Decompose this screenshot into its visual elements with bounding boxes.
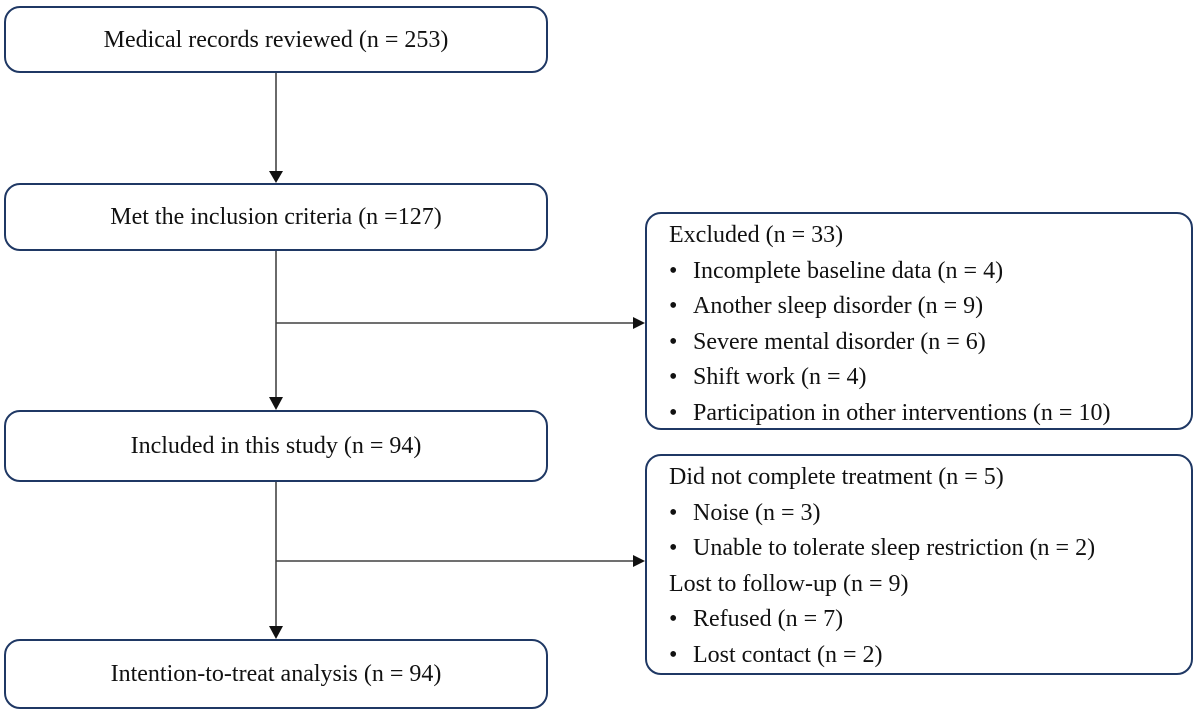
bullet-icon: • [669, 641, 678, 668]
excluded-item-label: Incomplete baseline data (n = 4) [693, 257, 1004, 284]
excluded-item-label: Participation in other interventions (n … [693, 399, 1111, 426]
bullet-icon: • [669, 606, 678, 632]
dropout-item-label: Noise (n = 3) [693, 499, 821, 526]
list-item: • Participation in other interventions (… [669, 396, 1177, 432]
lost-followup-heading: Lost to follow-up (n = 9) [669, 570, 909, 597]
box-medical-records-reviewed: Medical records reviewed (n = 253) [4, 6, 548, 73]
list-item: • Incomplete baseline data (n = 4) [669, 254, 1177, 290]
dropout-item-label: Unable to tolerate sleep restriction (n … [693, 535, 1096, 561]
lost-followup-item-label: Lost contact (n = 2) [693, 641, 883, 668]
box-included-label: Included in this study (n = 94) [130, 433, 422, 459]
box-met-inclusion-criteria: Met the inclusion criteria (n =127) [4, 183, 548, 251]
list-item: • Unable to tolerate sleep restriction (… [669, 531, 1177, 567]
bullet-icon: • [669, 364, 678, 390]
bullet-icon: • [669, 535, 678, 561]
list-item: • Noise (n = 3) [669, 496, 1177, 532]
excluded-heading: Excluded (n = 33) [669, 222, 844, 248]
list-item: • Shift work (n = 4) [669, 360, 1177, 396]
excluded-item-label: Another sleep disorder (n = 9) [693, 293, 984, 319]
arrowhead-right-dropout [633, 555, 645, 567]
arrowhead-down-included [269, 397, 283, 410]
arrowhead-down-itt [269, 626, 283, 639]
box-met-inclusion-label: Met the inclusion criteria (n =127) [110, 204, 442, 230]
list-item: • Lost contact (n = 2) [669, 638, 1177, 674]
box-intention-to-treat: Intention-to-treat analysis (n = 94) [4, 639, 548, 709]
bullet-icon: • [669, 293, 678, 319]
dropout-heading: Did not complete treatment (n = 5) [669, 464, 1004, 490]
box-itt-label: Intention-to-treat analysis (n = 94) [110, 661, 442, 687]
excluded-item-label: Severe mental disorder (n = 6) [693, 328, 986, 355]
box-excluded: Excluded (n = 33) • Incomplete baseline … [645, 212, 1193, 430]
bullet-icon: • [669, 328, 678, 355]
box-included-in-study: Included in this study (n = 94) [4, 410, 548, 482]
arrowhead-right-excluded [633, 317, 645, 329]
box-medical-records-label: Medical records reviewed (n = 253) [103, 26, 449, 53]
list-item: • Refused (n = 7) [669, 602, 1177, 638]
list-item: • Another sleep disorder (n = 9) [669, 289, 1177, 325]
arrowhead-down-inclusion [269, 171, 283, 183]
bullet-icon: • [669, 499, 678, 526]
list-item: • Severe mental disorder (n = 6) [669, 325, 1177, 361]
bullet-icon: • [669, 399, 678, 426]
excluded-item-label: Shift work (n = 4) [693, 364, 867, 390]
bullet-icon: • [669, 257, 678, 284]
box-dropout: Did not complete treatment (n = 5) • Noi… [645, 454, 1193, 675]
lost-followup-item-label: Refused (n = 7) [693, 606, 844, 632]
